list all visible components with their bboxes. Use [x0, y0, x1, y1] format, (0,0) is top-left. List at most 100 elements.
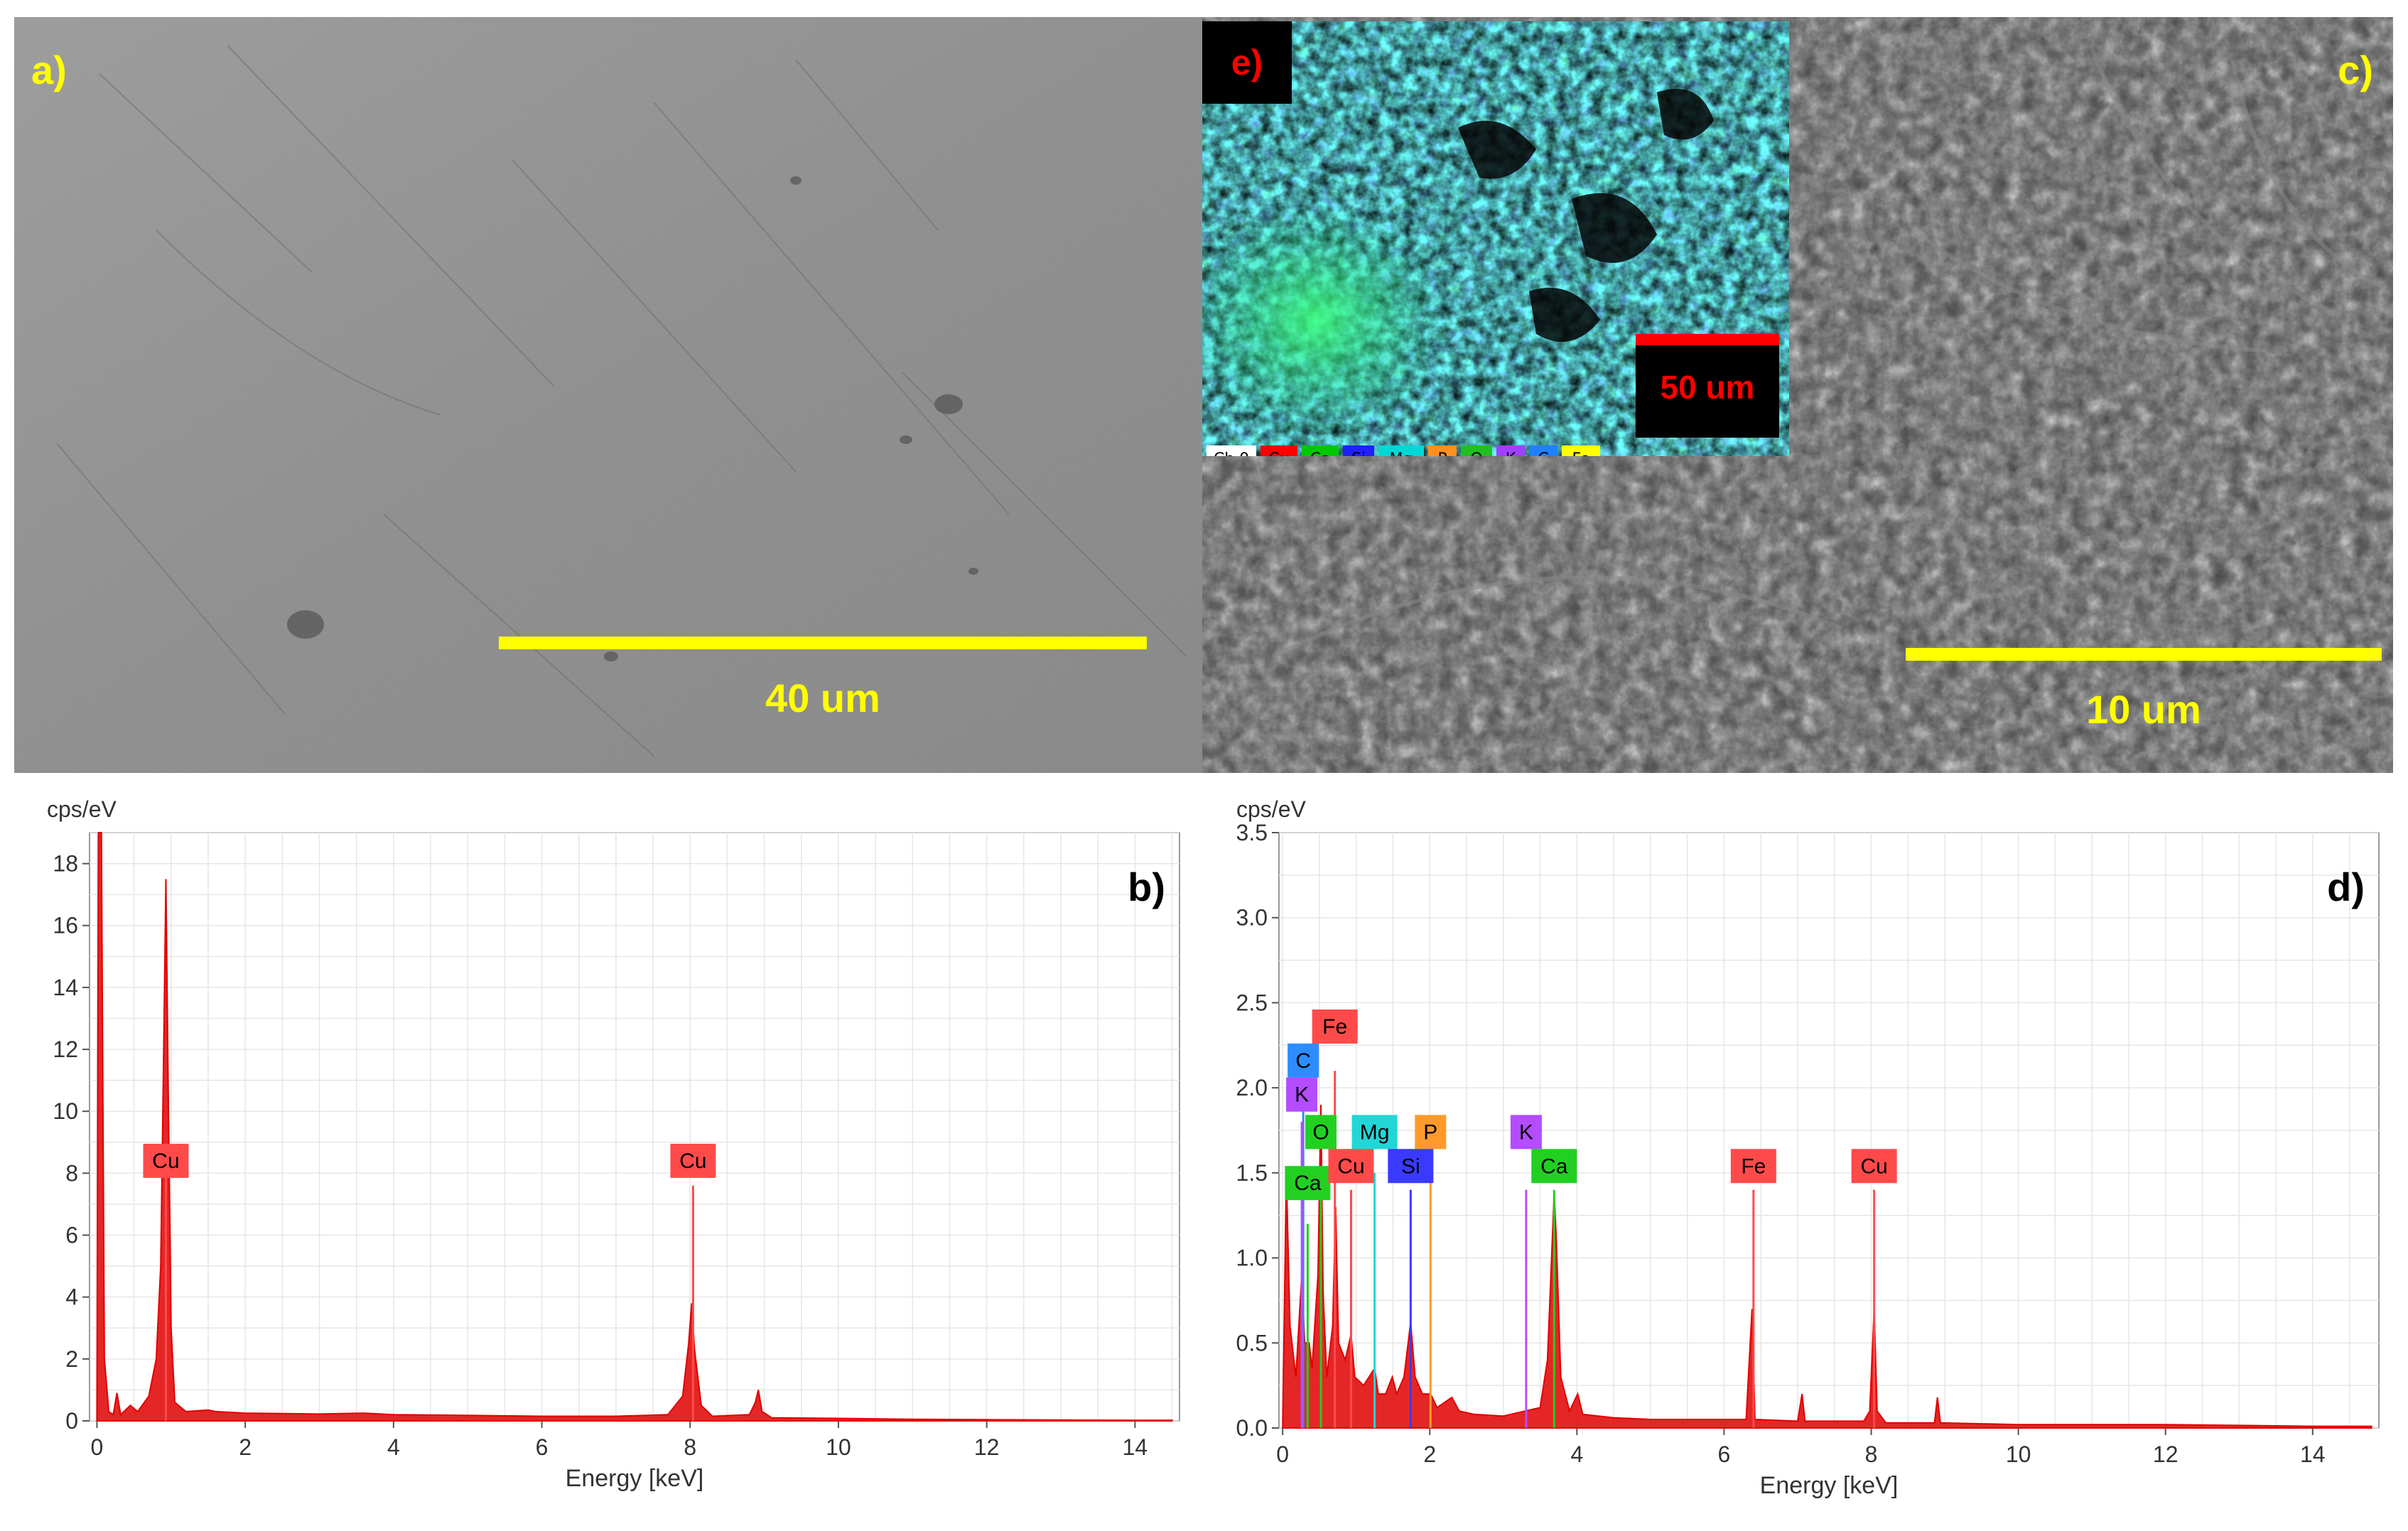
eds-spectrum-chart-b: Cu Cu 0 2 4 6 8 10 12 14 0 2 4 6 8 10 12 14 16 18 cps/eV Ener… [47, 796, 1180, 1492]
peak-label-c: C [1287, 1043, 1319, 1078]
panel-label-a: a) [31, 48, 67, 92]
y-tick-label: 4 [65, 1284, 78, 1310]
scale-bar-box-e: 50 um [1636, 334, 1779, 438]
y-tick-label: 1.0 [1236, 1245, 1268, 1271]
peak-label-box [1851, 1149, 1897, 1184]
peak-label-text: Ca [1294, 1172, 1322, 1195]
legend-chip-cu: Cu [1260, 445, 1297, 456]
micrograph-a [14, 17, 1202, 773]
peak-label-text: K [1295, 1083, 1309, 1107]
x-axis-label: Energy [keV] [566, 1465, 704, 1492]
x-tick-label: 0 [1276, 1441, 1289, 1467]
x-tick-label: 6 [536, 1434, 549, 1460]
scale-bar-label-e: 50 um [1660, 369, 1755, 406]
y-tick-label: 1.5 [1236, 1160, 1268, 1186]
x-tick-label: 10 [826, 1434, 851, 1460]
legend-chip-p: P [1428, 445, 1457, 456]
peak-label-box [1531, 1149, 1577, 1184]
y-tick-label: 0.5 [1236, 1330, 1268, 1356]
gridlines [1279, 832, 2379, 1429]
scale-bar-c [1906, 648, 2382, 661]
y-tick-label: 14 [53, 975, 78, 1000]
peak-label-ca: Ca [1531, 1149, 1577, 1184]
y-axis-label: cps/eV [47, 796, 117, 822]
x-tick-label: 0 [91, 1434, 104, 1460]
y-tick-label: 18 [53, 851, 78, 877]
x-tick-label: 8 [1865, 1441, 1878, 1467]
legend-chip-mg: Mg [1378, 445, 1424, 456]
peak-label-text: O [1312, 1120, 1329, 1144]
y-tick-label: 12 [53, 1037, 78, 1062]
panel-label-e: e) [1202, 21, 1292, 104]
panel-label: d) [2327, 865, 2365, 909]
legend-chip-fe: Fe [1562, 445, 1600, 456]
peak-label-mg: Mg [1351, 1115, 1398, 1149]
eds-map-panel-e: e) 50 um Ch 0 Cu Ca Si Mg POKC Fe [1202, 21, 1789, 456]
x-tick-label: 4 [387, 1434, 400, 1460]
x-tick-label: 12 [2153, 1441, 2178, 1467]
peak-label-cu: Cu [670, 1143, 716, 1178]
peak-label-fe: Fe [1730, 1149, 1776, 1184]
peak-label-box [1312, 1009, 1358, 1044]
y-tick-label: 16 [53, 913, 78, 938]
x-tick-label: 2 [239, 1434, 252, 1460]
legend-chip-ca: Ca [1302, 445, 1339, 456]
peak-label-cu: Cu [1851, 1149, 1897, 1184]
peak-label-o: O [1305, 1115, 1337, 1149]
peak-label-text: Cu [1861, 1154, 1888, 1178]
peak-label-box [1730, 1149, 1776, 1184]
peak-label-text: Ca [1540, 1154, 1568, 1178]
y-tick-label: 0.0 [1236, 1415, 1268, 1441]
peak-label-k: K [1286, 1077, 1318, 1112]
y-tick-label: 0 [65, 1408, 78, 1434]
x-axis-label: Energy [keV] [1760, 1472, 1899, 1499]
x-tick-label: 4 [1570, 1441, 1583, 1467]
peak-label-cu: Cu [1328, 1149, 1374, 1184]
y-tick-label: 2.5 [1236, 990, 1268, 1015]
peak-label-p: P [1415, 1115, 1447, 1149]
peak-label-box [143, 1143, 189, 1178]
y-tick-label: 8 [65, 1160, 78, 1186]
peak-label-box [1328, 1149, 1374, 1184]
scale-bar-e [1636, 334, 1779, 345]
panel-label: b) [1128, 865, 1165, 909]
peak-label-text: C [1295, 1049, 1311, 1073]
peak-label-box [1286, 1077, 1318, 1112]
peak-label-text: Cu [1337, 1154, 1364, 1178]
image-panel-a: a) 40 um [14, 17, 1202, 773]
scale-bar-a [499, 637, 1147, 649]
y-tick-label: 3.0 [1236, 905, 1268, 931]
y-tick-label: 2.0 [1236, 1075, 1268, 1100]
peak-label-box [1305, 1115, 1337, 1149]
legend-chip-k: K [1496, 445, 1525, 456]
peak-label-text: K [1519, 1120, 1533, 1144]
legend-chip-o: O [1461, 445, 1492, 456]
peak-label-box [1351, 1115, 1398, 1149]
peak-label-ca: Ca [1285, 1166, 1331, 1201]
peak-label-text: Fe [1322, 1015, 1347, 1039]
peak-label-text: Cu [152, 1149, 179, 1173]
legend-chip-c: C [1529, 445, 1557, 456]
y-tick-label: 10 [53, 1098, 78, 1124]
legend-chip-si: Si [1343, 445, 1374, 456]
x-tick-label: 10 [2006, 1441, 2031, 1467]
peak-label-box [1510, 1115, 1542, 1149]
x-tick-label: 14 [1123, 1434, 1148, 1460]
peak-label-text: Fe [1741, 1154, 1766, 1178]
legend-chip-ch-0: Ch 0 [1206, 445, 1256, 456]
x-tick-label: 14 [2300, 1441, 2326, 1467]
peak-label-box [1388, 1149, 1434, 1184]
spectrum-series [96, 832, 1173, 1422]
peak-label-text: Cu [679, 1149, 706, 1173]
peak-label-box [1285, 1166, 1331, 1201]
peak-label-k: K [1510, 1115, 1542, 1149]
panel-label-c: c) [2338, 48, 2373, 92]
scale-bar-label-a: 40 um [765, 676, 880, 720]
plot-area [89, 832, 1180, 1422]
x-tick-label: 2 [1423, 1441, 1436, 1467]
x-tick-label: 12 [974, 1434, 1000, 1460]
y-tick-label: 2 [65, 1346, 78, 1372]
peak-label-box [1415, 1115, 1447, 1149]
peak-label-cu: Cu [143, 1143, 189, 1178]
